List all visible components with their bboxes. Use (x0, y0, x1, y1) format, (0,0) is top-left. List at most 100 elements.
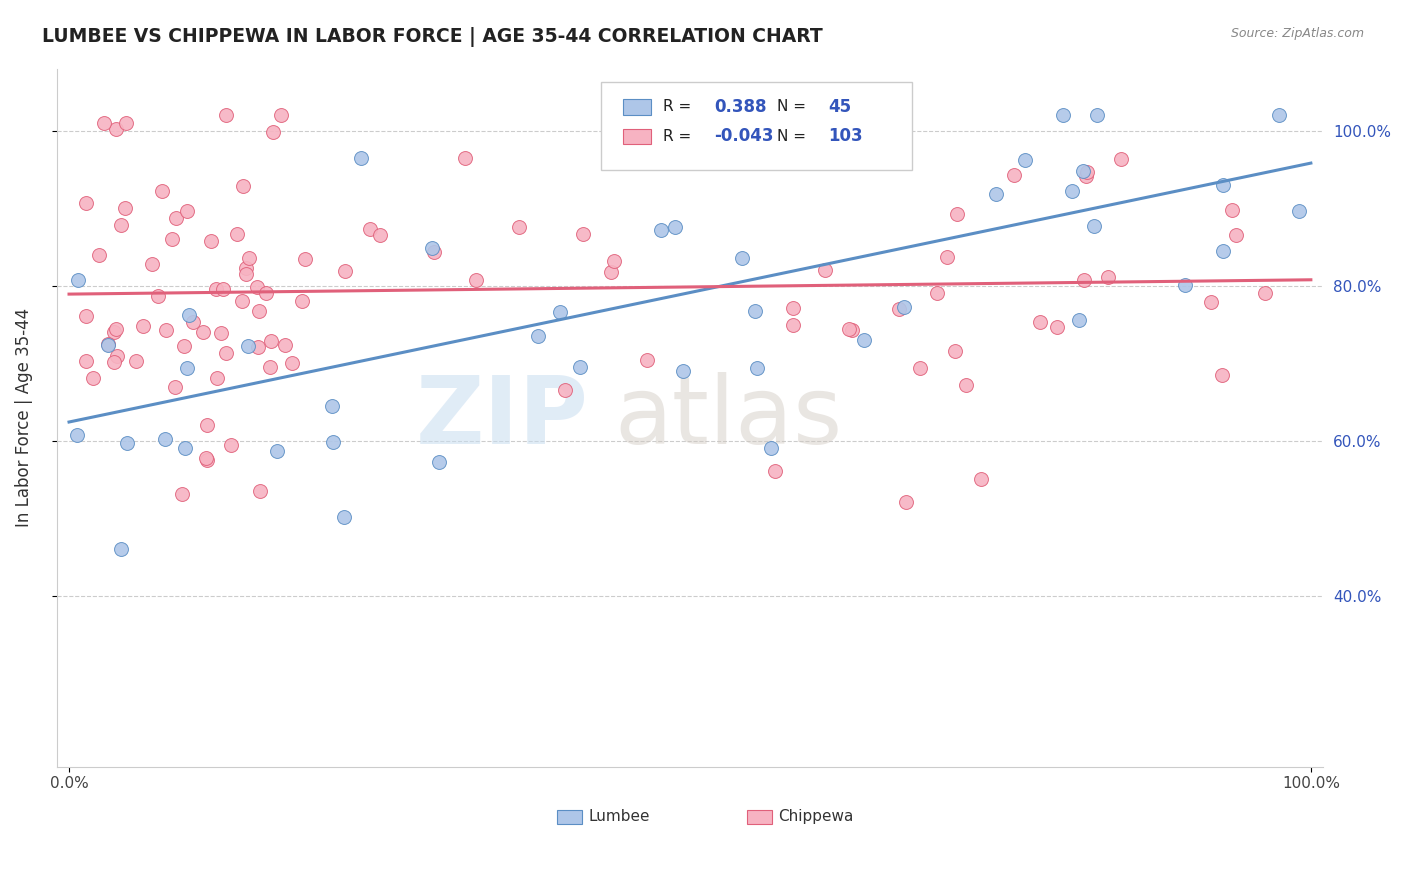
Point (1199, 295, 1222, 310)
Point (75, 353, 97, 368)
Point (946, 207, 969, 221)
Point (294, 252, 316, 266)
Point (893, 300, 915, 314)
Bar (623, 99, 651, 114)
Point (526, 329, 548, 343)
Point (1083, 219, 1105, 234)
Point (1267, 108, 1289, 122)
Point (195, 453, 218, 467)
Point (235, 261, 257, 276)
Point (165, 380, 187, 394)
Point (852, 333, 875, 347)
Point (181, 315, 204, 329)
Point (247, 304, 270, 318)
Point (1002, 168, 1025, 182)
Point (600, 265, 623, 279)
Point (219, 437, 242, 451)
Point (427, 454, 450, 468)
Point (636, 353, 658, 368)
Point (747, 360, 769, 375)
Point (970, 472, 993, 486)
Point (176, 360, 198, 375)
Point (887, 301, 910, 316)
Point (1067, 313, 1090, 327)
Point (105, 122, 128, 136)
Point (569, 359, 592, 374)
Point (322, 434, 344, 449)
Text: ZIP: ZIP (416, 372, 589, 464)
Point (782, 301, 804, 315)
Text: Source: ZipAtlas.com: Source: ZipAtlas.com (1230, 27, 1364, 40)
Point (927, 285, 949, 300)
Point (155, 323, 177, 337)
Point (321, 399, 343, 413)
Point (235, 267, 257, 281)
Point (141, 257, 163, 271)
Point (231, 293, 253, 308)
Text: -0.043: -0.043 (714, 128, 773, 145)
Point (1222, 203, 1244, 218)
Point (82, 370, 104, 384)
Point (209, 326, 232, 340)
Point (1076, 165, 1098, 179)
Point (554, 384, 576, 398)
Point (690, 108, 713, 122)
Point (205, 371, 228, 385)
Point (672, 364, 695, 378)
Point (87, 248, 110, 262)
Point (104, 322, 127, 336)
Point (173, 339, 195, 353)
Point (1212, 244, 1234, 259)
Point (103, 354, 125, 368)
Point (420, 241, 443, 255)
Point (150, 184, 173, 198)
Point (603, 253, 626, 268)
Point (195, 418, 218, 433)
Point (1097, 269, 1119, 284)
Point (1062, 184, 1084, 198)
Text: N =: N = (778, 128, 807, 144)
Point (97, 336, 120, 351)
FancyBboxPatch shape (602, 82, 911, 169)
Point (908, 360, 931, 375)
Point (103, 325, 125, 339)
Point (368, 228, 391, 243)
Text: Lumbee: Lumbee (589, 809, 650, 824)
Point (246, 340, 269, 354)
Point (1254, 285, 1277, 300)
Point (765, 464, 787, 478)
Point (1174, 277, 1197, 292)
Point (1109, 152, 1132, 166)
Point (212, 282, 235, 296)
Point (193, 326, 215, 340)
Point (955, 378, 977, 392)
Point (1071, 163, 1094, 178)
Point (66, 273, 89, 287)
Point (226, 227, 249, 242)
Point (454, 151, 477, 165)
Text: N =: N = (778, 99, 807, 114)
Point (75, 195, 97, 210)
Point (176, 204, 198, 219)
Text: R =: R = (664, 128, 692, 144)
Point (333, 264, 356, 278)
Point (1029, 315, 1052, 329)
Point (270, 108, 292, 122)
Text: 103: 103 (828, 128, 863, 145)
Point (205, 282, 228, 296)
Point (66, 428, 89, 442)
Point (664, 219, 686, 234)
Point (710, 151, 733, 165)
Point (165, 211, 187, 225)
Point (174, 441, 197, 455)
Point (110, 218, 132, 232)
Point (709, 140, 731, 154)
Bar (557, 810, 582, 824)
Text: R =: R = (664, 99, 692, 114)
Point (548, 304, 571, 318)
Point (238, 251, 260, 265)
Point (215, 108, 238, 122)
Point (236, 339, 259, 353)
Point (1211, 368, 1233, 382)
Point (859, 108, 882, 122)
